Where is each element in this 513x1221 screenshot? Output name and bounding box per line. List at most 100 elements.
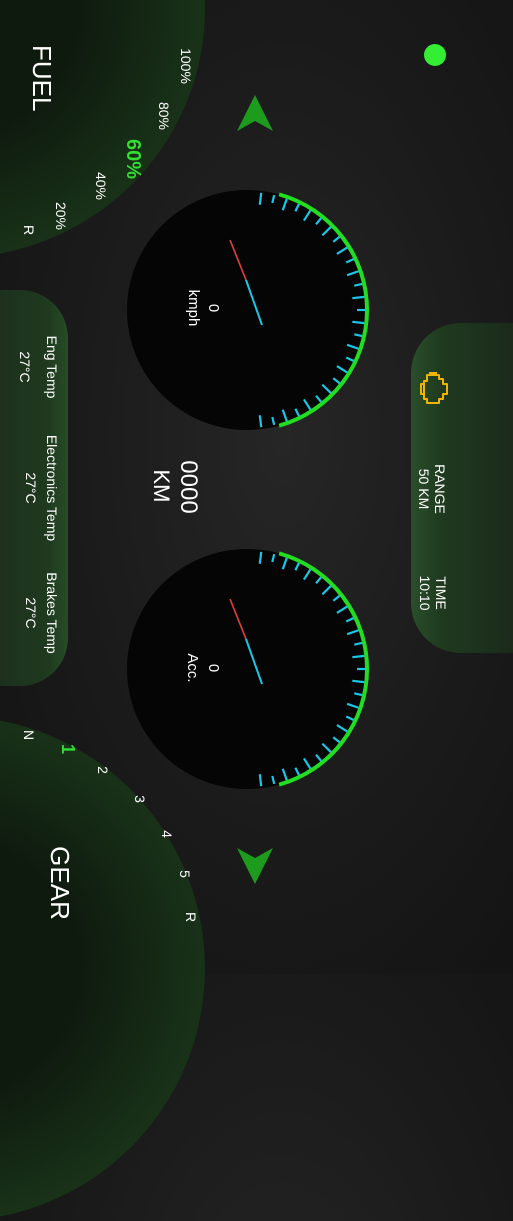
fuel-level-40: 40% [93, 171, 109, 201]
acceleration-gauge [122, 544, 372, 794]
gauge-face [127, 190, 367, 430]
gauge-tick [332, 377, 341, 385]
gauge-tick [315, 394, 322, 403]
odometer-unit: KM [149, 469, 174, 503]
fuel-level-60-active: 60% [122, 138, 144, 180]
gauge-tick [345, 617, 354, 623]
gauge-tick [271, 416, 276, 426]
gauge-tick [271, 194, 276, 204]
gauge-tick [336, 365, 348, 374]
gear-option-3[interactable]: 3 [132, 795, 148, 803]
gauge-tick [336, 246, 348, 255]
gauge-face [127, 549, 367, 789]
gauge-tick [315, 576, 322, 585]
gauge-tick [352, 679, 365, 684]
gauge-tick [352, 320, 365, 325]
electronics-temp-value: 27°C [23, 472, 39, 504]
gauge-tick [352, 654, 365, 659]
gear-option-2[interactable]: 2 [95, 766, 111, 774]
eng-temp-value: 27°C [17, 351, 33, 383]
gauge-tick [303, 757, 312, 770]
gauge-tick [281, 768, 288, 781]
gauge-tick [354, 282, 363, 287]
gauge-tick [321, 226, 332, 237]
gauge-tick [354, 641, 363, 646]
gear-option-5[interactable]: 5 [177, 870, 193, 878]
gauge-needle-tail [229, 598, 247, 640]
gauge-tick [345, 258, 354, 264]
acc-unit: Acc. [184, 653, 201, 683]
gauge-needle [245, 279, 263, 326]
speed-value: 0 [205, 303, 222, 313]
gauge-arc [278, 192, 369, 428]
time-value: 10:10 [417, 575, 433, 611]
brakes-temp-value: 27°C [23, 597, 39, 629]
gauge-tick [294, 767, 300, 776]
eng-temp-label: Eng Temp [44, 335, 60, 399]
gauge-tick [271, 553, 276, 563]
gauge-arc [278, 551, 369, 787]
gauge-tick [332, 736, 341, 744]
gauge-tick [303, 209, 312, 222]
gear-title: GEAR [45, 846, 75, 920]
gauge-tick [321, 742, 332, 753]
gauge-tick [346, 629, 359, 636]
gauge-tick [354, 692, 363, 697]
temperature-panel [0, 290, 68, 686]
brakes-temp-label: Brakes Temp [44, 572, 60, 654]
gauge-tick [346, 702, 359, 709]
gauge-tick [345, 715, 354, 721]
gauge-tick [258, 192, 263, 205]
gauge-tick [294, 562, 300, 571]
gauge-tick [281, 409, 288, 422]
range-label: RANGE [432, 464, 448, 514]
acceleration-dial [127, 549, 369, 789]
gauge-tick [332, 594, 341, 602]
gauge-needle-tail [229, 239, 247, 281]
gauge-tick [258, 774, 263, 787]
gauge-tick [281, 557, 288, 570]
fuel-level-reserve: R [21, 224, 37, 236]
check-engine-icon [420, 369, 450, 409]
gauge-tick [336, 724, 348, 733]
fuel-title: FUEL [27, 45, 57, 112]
speedometer-gauge [122, 185, 372, 435]
gauge-tick [315, 217, 322, 226]
odometer-value: 0000 [175, 460, 202, 514]
range-value: 50 KM [416, 468, 432, 510]
gauge-tick [345, 356, 354, 362]
fuel-level-100: 100% [178, 48, 194, 84]
gauge-tick [294, 203, 300, 212]
status-indicator [424, 44, 446, 66]
fuel-level-80: 80% [156, 101, 172, 131]
gauge-tick [352, 295, 365, 300]
gauge-tick [332, 235, 341, 243]
gauge-tick [346, 343, 359, 350]
gear-option-1-active[interactable]: 1 [58, 743, 78, 754]
gauge-tick [321, 585, 332, 596]
arrow-down-icon[interactable] [237, 848, 273, 884]
speedometer-dial [127, 190, 369, 430]
gauge-tick [271, 775, 276, 785]
time-label: TIME [433, 576, 449, 610]
gauge-tick [281, 198, 288, 211]
gear-option-n[interactable]: N [21, 729, 37, 741]
gauge-needle [245, 638, 263, 685]
speed-unit: kmph [185, 289, 202, 327]
gear-option-4[interactable]: 4 [159, 830, 175, 838]
gauge-tick [303, 398, 312, 411]
gauge-tick [258, 551, 263, 564]
acc-value: 0 [205, 663, 222, 673]
gauge-tick [294, 408, 300, 417]
gauge-tick [303, 568, 312, 581]
gear-option-r[interactable]: R [183, 911, 199, 923]
electronics-temp-label: Electronics Temp [44, 434, 60, 542]
gauge-tick [315, 753, 322, 762]
arrow-up-icon[interactable] [237, 95, 273, 131]
gauge-tick [321, 383, 332, 394]
gauge-tick [346, 270, 359, 277]
gauge-tick [336, 605, 348, 614]
gauge-tick [354, 333, 363, 338]
fuel-level-20: 20% [53, 201, 69, 231]
gauge-tick [258, 415, 263, 428]
